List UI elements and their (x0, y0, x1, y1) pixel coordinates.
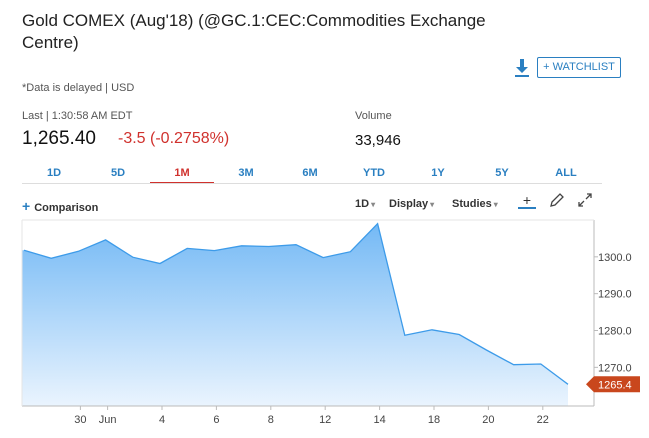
last-price-tag-label: 1265.4 (598, 379, 632, 391)
page-title: Gold COMEX (Aug'18) (@GC.1:CEC:Commoditi… (22, 11, 486, 52)
y-tick-label: 1290.0 (598, 289, 632, 301)
comparison-button[interactable]: + Comparison (22, 198, 98, 214)
price-area (22, 223, 568, 406)
studies-dropdown[interactable]: Studies ▾ (452, 198, 498, 210)
x-tick-label: Jun (99, 414, 117, 426)
tab-1y[interactable]: 1Y (431, 167, 445, 179)
x-tick-label: 6 (213, 414, 219, 426)
x-tick-label: 20 (482, 414, 494, 426)
tab-6m[interactable]: 6M (302, 167, 318, 179)
tab-all[interactable]: ALL (555, 167, 577, 179)
tab-ytd[interactable]: YTD (363, 167, 385, 179)
x-tick-label: 22 (537, 414, 549, 426)
y-tick-label: 1280.0 (598, 325, 632, 337)
display-label: Display (389, 198, 429, 210)
download-icon[interactable] (514, 58, 530, 78)
x-tick-label: 8 (268, 414, 274, 426)
delay-note: *Data is delayed | USD (22, 82, 135, 94)
price-line (23, 222, 569, 385)
display-dropdown[interactable]: Display ▾ (389, 198, 434, 210)
draw-pencil-icon[interactable] (548, 191, 566, 209)
volume-label: Volume (355, 110, 392, 122)
x-tick-label: 4 (159, 414, 165, 426)
chevron-down-icon: ▾ (371, 200, 376, 209)
y-tick-label: 1300.0 (598, 252, 632, 264)
last-price-tag (586, 376, 640, 393)
tab-3m[interactable]: 3M (238, 167, 254, 179)
price-change: -3.5 (-0.2758%) (118, 130, 230, 147)
range-tabs: 1D 5D 1M 3M 6M YTD 1Y 5Y ALL (22, 166, 602, 184)
last-price: 1,265.40 (22, 128, 96, 149)
tabs-divider (22, 183, 602, 184)
x-tick-label: 30 (74, 414, 86, 426)
tab-1d[interactable]: 1D (46, 167, 62, 179)
watchlist-button[interactable]: + WATCHLIST (537, 57, 621, 78)
tab-5y[interactable]: 5Y (495, 167, 509, 179)
price-chart[interactable]: 1300.0 1290.0 1280.0 1270.0 30 Jun 4 6 8 12 14 18 2… (0, 218, 649, 438)
x-tick-label: 12 (319, 414, 331, 426)
x-tick-label: 14 (373, 414, 385, 426)
tab-5d[interactable]: 5D (110, 167, 126, 179)
interval-label: 1D (355, 198, 370, 210)
comparison-label: Comparison (34, 202, 99, 214)
chevron-down-icon: ▾ (493, 200, 498, 209)
crosshair-icon[interactable]: + (518, 191, 536, 209)
interval-dropdown[interactable]: 1D ▾ (355, 198, 375, 210)
last-label: Last | 1:30:58 AM EDT (22, 110, 133, 122)
tab-1m[interactable]: 1M (150, 166, 214, 184)
chevron-down-icon: ▾ (430, 200, 435, 209)
x-tick-label: 18 (428, 414, 440, 426)
studies-label: Studies (452, 198, 492, 210)
y-tick-label: 1270.0 (598, 362, 632, 374)
expand-icon[interactable] (576, 191, 594, 209)
plus-icon: + (22, 198, 31, 214)
volume-value: 33,946 (355, 132, 401, 149)
